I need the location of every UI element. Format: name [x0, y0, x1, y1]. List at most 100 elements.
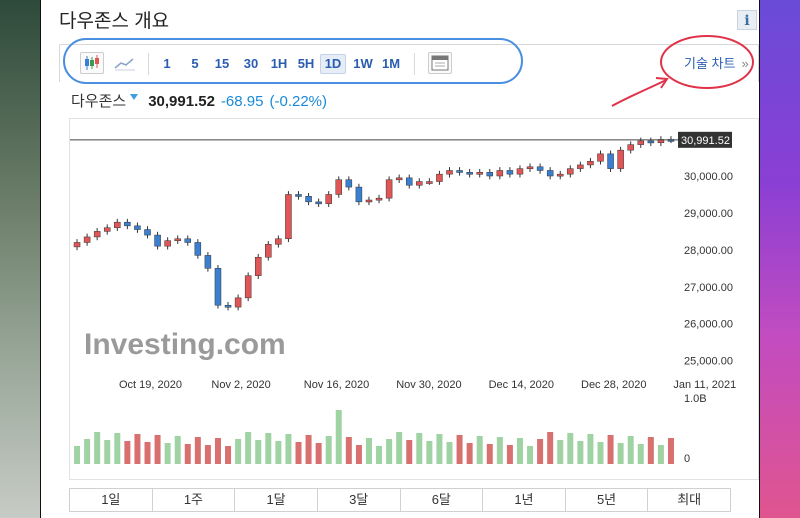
- volume-bar: [617, 443, 624, 464]
- tech-chart-link[interactable]: 기술 차트 »: [684, 53, 749, 72]
- volume-bar: [406, 440, 413, 464]
- candle-body: [285, 194, 292, 240]
- x-tick-label: Nov 30, 2020: [396, 379, 461, 391]
- volume-bar: [164, 443, 171, 464]
- candle-body: [295, 194, 302, 197]
- candle-body: [536, 166, 544, 171]
- interval-1[interactable]: 1: [163, 56, 171, 71]
- volume-bar: [315, 443, 322, 464]
- price-change: -68.95: [220, 93, 264, 110]
- candle-body: [436, 173, 443, 182]
- interval-15[interactable]: 15: [214, 56, 230, 71]
- current-price-label: 30,991.52: [681, 135, 730, 147]
- toolbar-separator: [148, 53, 149, 75]
- volume-bar: [537, 439, 544, 464]
- volume-bar: [285, 434, 292, 464]
- volume-bar: [476, 436, 483, 464]
- candle-body: [355, 186, 363, 203]
- candle-body: [174, 238, 181, 242]
- interval-5[interactable]: 5: [191, 56, 199, 71]
- y-tick-label: 30,000.00: [684, 171, 733, 183]
- line-chart-icon[interactable]: [112, 52, 136, 74]
- period-1y[interactable]: 1년: [483, 489, 566, 511]
- volume-bar: [194, 437, 201, 464]
- interval-5h[interactable]: 5H: [297, 56, 315, 71]
- background-right: [760, 0, 800, 518]
- candle-body: [506, 170, 514, 175]
- candle-body: [617, 149, 624, 169]
- volume-bar: [84, 439, 91, 464]
- candle-body: [114, 221, 121, 228]
- volume-bar: [607, 435, 614, 464]
- period-3m[interactable]: 3달: [318, 489, 401, 511]
- candle-body: [73, 242, 81, 248]
- volume-bar: [154, 435, 161, 464]
- interval-1w[interactable]: 1W: [353, 56, 373, 71]
- candle-body: [567, 168, 574, 175]
- volume-tick-label: 1.0B: [684, 393, 707, 405]
- candle-body: [335, 179, 343, 195]
- volume-bar: [124, 441, 131, 464]
- volume-bar: [667, 438, 674, 464]
- volume-bar: [134, 434, 141, 464]
- period-max[interactable]: 최대: [677, 492, 702, 507]
- page-title: 다우존스 개요: [59, 11, 170, 32]
- candle-body: [647, 140, 655, 144]
- x-tick-label: Dec 28, 2020: [581, 379, 646, 391]
- info-icon[interactable]: i: [737, 10, 757, 30]
- candle-body: [134, 225, 141, 230]
- volume-bar: [436, 434, 443, 464]
- volume-bar: [214, 438, 221, 464]
- index-name: 다우존스: [71, 93, 127, 110]
- period-1d[interactable]: 1일: [70, 489, 153, 511]
- candle-body: [597, 153, 604, 162]
- volume-bar: [466, 443, 473, 464]
- price-change-pct: (-0.22%): [269, 93, 328, 110]
- candle-body: [426, 181, 433, 184]
- triangle-down-icon: [130, 94, 139, 100]
- period-1w[interactable]: 1주: [153, 489, 236, 511]
- candle-body: [416, 181, 423, 186]
- x-tick-label: Jan 11, 2021: [673, 379, 736, 391]
- candle-body: [365, 199, 373, 203]
- volume-bar: [627, 436, 634, 464]
- volume-bar: [184, 444, 191, 464]
- candle-body: [496, 170, 504, 177]
- candle-body: [456, 170, 463, 173]
- interval-30[interactable]: 30: [243, 56, 259, 71]
- period-1m[interactable]: 1달: [235, 489, 318, 511]
- candle-body: [516, 168, 524, 175]
- toolbar-highlight-annotation: [63, 38, 523, 84]
- volume-bar: [657, 445, 664, 464]
- volume-bar: [456, 435, 463, 464]
- y-tick-label: 28,000.00: [684, 245, 733, 257]
- current-price-box: [678, 131, 732, 148]
- candle-body: [375, 197, 383, 201]
- candle-body: [164, 240, 171, 247]
- volume-bar: [547, 432, 554, 464]
- widget-frame: 다우존스 개요 i 1 5 15 30 1H 5H 1D 1W 1M 기술 차트…: [40, 0, 760, 518]
- interval-1m[interactable]: 1M: [381, 56, 401, 71]
- volume-bar: [386, 439, 393, 464]
- volume-bar: [94, 432, 101, 464]
- calendar-icon[interactable]: [428, 52, 452, 74]
- candle-body: [93, 231, 101, 238]
- candle-body: [627, 144, 634, 151]
- x-tick-label: Oct 19, 2020: [119, 379, 182, 391]
- candle-body: [194, 242, 202, 256]
- candle-body: [305, 196, 312, 203]
- period-5y[interactable]: 5년: [566, 489, 649, 511]
- background-left: [0, 0, 40, 518]
- volume-bar: [335, 410, 342, 464]
- interval-1h[interactable]: 1H: [270, 56, 288, 71]
- volume-bar: [225, 446, 232, 464]
- period-6m[interactable]: 6달: [401, 489, 484, 511]
- interval-1d[interactable]: 1D: [320, 54, 346, 74]
- tech-chart-label: 기술 차트: [684, 56, 736, 71]
- candle-body: [184, 238, 192, 243]
- chart-area[interactable]: [69, 118, 759, 480]
- candle-body: [607, 153, 614, 169]
- candle-body: [577, 164, 584, 169]
- annotation-circle: [660, 35, 754, 89]
- quote-header: 다우존스 30,991.52 -68.95 (-0.22%): [71, 90, 327, 111]
